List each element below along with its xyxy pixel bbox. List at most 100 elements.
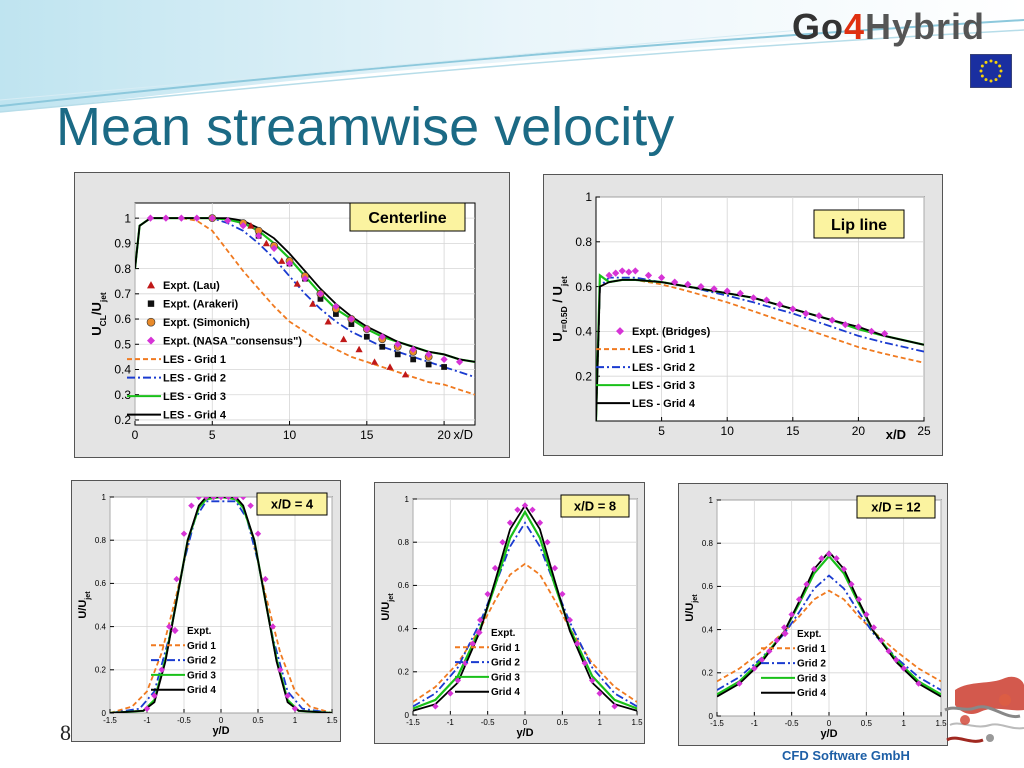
data-point [239, 222, 247, 230]
data-point [521, 502, 529, 509]
eu-star [999, 69, 1003, 73]
data-point [379, 343, 386, 350]
data-point [363, 333, 370, 340]
data-point [671, 278, 679, 286]
x-tick-label: -0.5 [785, 719, 799, 728]
data-point [536, 519, 544, 526]
legend-label: Expt. (Lau) [163, 280, 220, 292]
eu-star [994, 78, 998, 82]
legend-label: LES - Grid 2 [163, 373, 226, 385]
data-point [224, 217, 232, 225]
profile-xd4-panel: -1.5 -1 -0.5 0 0.5 1 1.5 0 0.2 0.4 0.6 0.8 1 y/D U/Uje… [71, 480, 341, 742]
data-point [815, 312, 823, 320]
chart-title-box [856, 495, 936, 519]
eu-star [989, 79, 993, 83]
y-tick-label: 0.8 [575, 235, 592, 249]
data-point [195, 497, 202, 501]
data-point [818, 555, 825, 562]
legend-marker [171, 626, 179, 635]
data-point [840, 565, 848, 573]
x-tick-label: 0.5 [861, 719, 873, 728]
y-tick-label: 0.8 [95, 536, 107, 545]
legend-label: Grid 1 [797, 644, 826, 655]
y-tick-label: 0.5 [114, 337, 131, 351]
y-tick-label: 0.8 [114, 262, 131, 276]
data-point [208, 214, 216, 222]
x-axis-label: x/D [886, 427, 906, 442]
x-tick-label: -0.5 [481, 718, 495, 727]
x-tick-label: 10 [283, 428, 297, 442]
legend-label: Grid 1 [187, 641, 216, 652]
eu-star [980, 64, 984, 68]
y-tick-label: 0.4 [575, 325, 592, 339]
flow-visualization-decoration [944, 676, 1024, 743]
eu-star [998, 74, 1002, 78]
y-tick-label: 0.6 [114, 312, 131, 326]
x-tick-label: 0.5 [557, 718, 569, 727]
y-tick-label: 0.6 [398, 581, 410, 590]
data-point [825, 550, 833, 558]
data-point [440, 355, 448, 364]
y-tick-label: 0.4 [95, 622, 107, 631]
data-point [348, 321, 355, 327]
legend-label: Grid 4 [797, 688, 826, 699]
y-tick-label: 0.8 [398, 538, 410, 547]
x-tick-label: 1 [597, 718, 602, 727]
y-tick-label: 1 [585, 190, 592, 204]
data-point [803, 581, 810, 588]
data-point [833, 555, 840, 562]
data-point [618, 267, 626, 275]
x-tick-label: 5 [209, 428, 216, 442]
eu-star [994, 60, 998, 64]
page-number: 8 [60, 720, 71, 745]
lipline-chart-panel: 5 10 15 20 25 0.2 0.4 0.6 0.8 1 x/D Ur=0.5D / Ujet L… [543, 174, 943, 456]
series-line [413, 562, 637, 703]
data-point [247, 222, 255, 229]
data-point [210, 497, 217, 501]
x-tick-label: 5 [658, 424, 665, 438]
x-axis-label: y/D [212, 725, 229, 737]
chart-title-box [560, 494, 630, 518]
data-point [455, 358, 464, 366]
eu-star [998, 64, 1002, 68]
legend-label: Grid 3 [797, 673, 826, 684]
legend-label: Expt. (Simonich) [163, 317, 250, 329]
legend-label: LES - Grid 1 [163, 354, 226, 366]
data-point [441, 364, 447, 370]
legend-label: Expt. [797, 629, 822, 640]
profile-xd8-chart: -1.5 -1 -0.5 0 0.5 1 1.5 0 0.2 0.4 0.6 0.8 1 y/D U/Uje… [380, 494, 643, 739]
data-point [789, 305, 797, 313]
legend-label: Grid 3 [187, 670, 216, 681]
legend-marker [146, 317, 156, 327]
data-point [394, 340, 402, 348]
header-wave-decoration [0, 0, 1024, 113]
x-tick-label: 1 [901, 719, 906, 728]
legend-marker [475, 628, 483, 637]
legend-label: LES - Grid 3 [163, 391, 226, 403]
data-point [291, 705, 299, 712]
data-point [749, 294, 758, 302]
go4hybrid-logo: Go4Hybrid [792, 6, 986, 47]
chart-title-box [813, 209, 905, 239]
x-tick-label: 20 [852, 424, 866, 438]
legend-label: Grid 1 [491, 643, 520, 654]
data-point [854, 323, 862, 331]
eu-flag-icon [970, 54, 1012, 88]
x-axis-label: y/D [516, 727, 533, 739]
data-point [269, 623, 276, 630]
profile-xd8-panel: -1.5 -1 -0.5 0 0.5 1 1.5 0 0.2 0.4 0.6 0.8 1 y/D U/Uje… [374, 482, 645, 744]
data-point [848, 581, 855, 588]
y-tick-label: 0.6 [702, 582, 714, 591]
x-tick-label: -1.5 [103, 716, 117, 725]
x-tick-label: 0 [827, 719, 832, 728]
data-point [410, 356, 417, 363]
lipline-chart: 5 10 15 20 25 0.2 0.4 0.6 0.8 1 x/D Ur=0.5D / Ujet L… [550, 190, 931, 442]
legend-label: LES - Grid 4 [163, 410, 227, 422]
x-tick-label: 20 [437, 428, 451, 442]
legend-marker [781, 629, 789, 638]
data-point [802, 309, 810, 318]
y-tick-label: 0 [102, 709, 107, 718]
y-tick-label: 0.8 [702, 539, 714, 548]
y-tick-label: 0.2 [702, 669, 714, 678]
data-point [401, 370, 410, 378]
